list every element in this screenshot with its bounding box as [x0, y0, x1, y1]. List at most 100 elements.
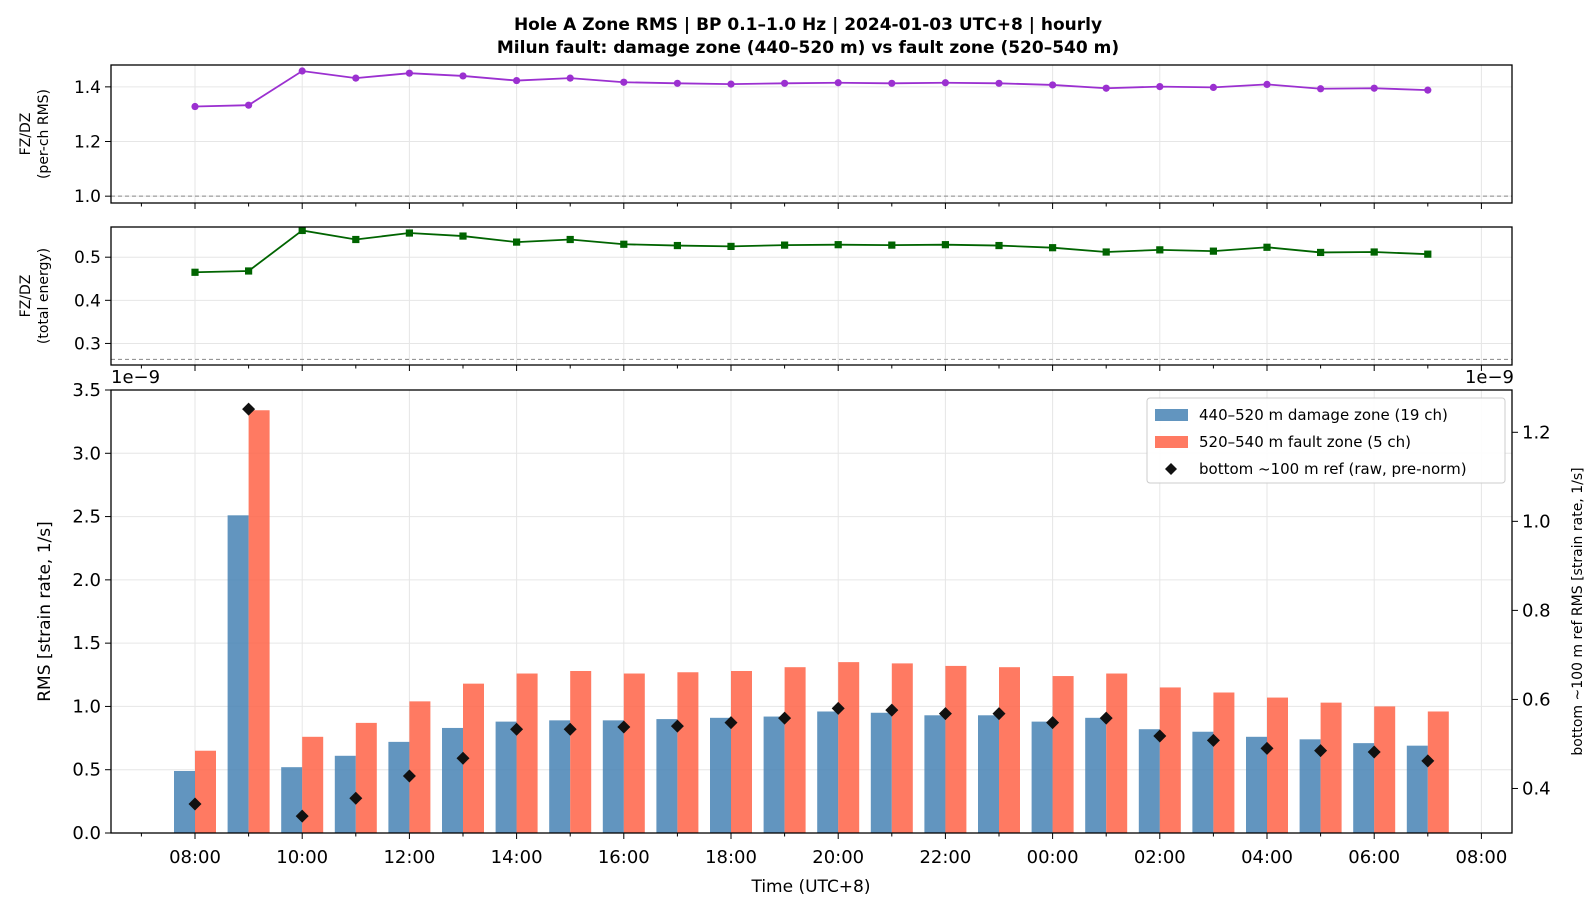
data-point: [191, 268, 199, 276]
y-offset-label: 1e−9: [111, 367, 160, 388]
y-axis-label: RMS [strain rate, 1/s]: [35, 521, 55, 702]
marker-bottom-ref: [1314, 744, 1328, 758]
marker-bottom-ref: [831, 701, 845, 715]
y-tick-label: 0.4: [74, 291, 101, 311]
axes-frame: [110, 226, 1513, 366]
marker-bottom-ref: [992, 707, 1006, 721]
legend-label: 520–540 m fault zone (5 ch): [1199, 433, 1411, 451]
y-tick-label: 1.2: [74, 133, 101, 153]
bar-damage-zone: [1299, 739, 1321, 833]
data-point: [1049, 244, 1057, 252]
bar-damage-zone: [978, 715, 999, 833]
data-point: [1209, 247, 1217, 255]
legend-swatch: [1155, 409, 1188, 421]
bar-fault-zone: [1267, 697, 1288, 833]
data-point: [673, 241, 681, 250]
bar-damage-zone: [710, 717, 731, 833]
legend: 440–520 m damage zone (19 ch) 520–540 m f…: [1146, 397, 1506, 484]
x-tick-label: 16:00: [598, 847, 650, 868]
marker-bottom-ref: [670, 719, 684, 733]
data-point: [352, 235, 360, 244]
data-point: [1317, 85, 1325, 93]
y2-axis-label: bottom ~100 m ref RMS [strain rate, 1/s]: [1570, 467, 1586, 755]
legend-swatch: [1155, 436, 1188, 448]
bar-damage-zone: [817, 711, 839, 833]
y-tick-label: 0.5: [74, 248, 101, 268]
data-point: [673, 79, 682, 87]
data-point: [459, 72, 467, 80]
marker-bottom-ref: [402, 769, 416, 783]
data-point: [245, 101, 253, 109]
data-point: [1424, 250, 1432, 258]
bar-fault-zone: [1106, 673, 1128, 833]
marker-bottom-ref: [778, 711, 792, 725]
y2-tick-label: 0.4: [1522, 778, 1551, 799]
y-tick-label: 3.5: [72, 380, 101, 401]
bar-fault-zone: [1374, 706, 1396, 833]
bar-damage-zone: [1192, 731, 1214, 833]
y-tick-label: 2.5: [72, 507, 101, 528]
bar-fault-zone: [999, 667, 1020, 833]
data-point: [620, 240, 628, 248]
bar-damage-zone: [174, 770, 195, 833]
x-tick-label: 14:00: [491, 847, 543, 868]
data-point: [1263, 80, 1271, 89]
bar-damage-zone: [1406, 745, 1428, 833]
marker-bottom-ref: [1260, 741, 1274, 755]
y-axis-label-sub: (per-ch RMS): [36, 89, 52, 179]
data-point: [513, 76, 521, 85]
marker-bottom-ref: [1421, 754, 1435, 768]
bar-fault-zone: [1320, 702, 1342, 833]
y2-offset-label: 1e−9: [1465, 367, 1514, 388]
data-point: [405, 229, 413, 237]
bar-fault-zone: [195, 750, 216, 833]
figure-title-line1: Hole A Zone RMS | BP 0.1–1.0 Hz | 2024-0…: [514, 15, 1102, 35]
axes-frame: [110, 64, 1513, 204]
bar-fault-zone: [945, 665, 967, 833]
y2-tick-label: 1.0: [1522, 511, 1551, 532]
marker-bottom-ref: [1046, 716, 1060, 730]
bar-fault-zone: [1213, 692, 1235, 833]
marker-bottom-ref: [563, 722, 577, 736]
data-point: [995, 79, 1003, 87]
data-point: [566, 235, 574, 244]
data-point: [781, 79, 789, 87]
panel-rms-ratio: 1.0 1.2 1.4 FZ/DZ (per-ch RMS): [18, 64, 1513, 209]
marker-bottom-ref: [1367, 745, 1381, 759]
y-axis-label: FZ/DZ: [18, 113, 34, 156]
data-point: [1102, 248, 1110, 256]
x-tick-label: 20:00: [812, 847, 864, 868]
bar-damage-zone: [388, 741, 410, 833]
y2-tick-label: 1.2: [1522, 422, 1551, 443]
y-axis-label-sub: (total energy): [36, 248, 52, 344]
data-point: [620, 78, 628, 86]
y-tick-label: 0.3: [74, 334, 101, 354]
data-point: [513, 238, 521, 246]
data-point: [1049, 81, 1057, 89]
marker-bottom-ref: [1153, 729, 1167, 743]
bar-damage-zone: [870, 712, 892, 833]
bar-fault-zone: [463, 683, 484, 833]
figure-title-line2: Milun fault: damage zone (440–520 m) vs …: [497, 38, 1119, 58]
marker-bottom-ref: [510, 722, 524, 736]
bar-damage-zone: [442, 727, 463, 833]
y-tick-label: 2.0: [72, 570, 101, 591]
marker-bottom-ref: [188, 797, 202, 811]
data-point: [1317, 248, 1325, 257]
bar-damage-zone: [924, 715, 946, 833]
y-tick-label: 1.4: [74, 78, 101, 98]
marker-bottom-ref: [242, 402, 256, 416]
y-tick-label: 3.0: [72, 443, 101, 464]
data-point: [834, 241, 842, 249]
marker-bottom-ref: [456, 751, 470, 765]
bar-fault-zone: [677, 672, 699, 833]
data-point: [888, 241, 896, 249]
x-tick-label: 12:00: [383, 847, 435, 868]
bar-damage-zone: [227, 515, 249, 833]
bar-fault-zone: [355, 722, 377, 833]
data-point: [834, 79, 842, 87]
data-point: [1370, 84, 1378, 92]
y-tick-label: 1.5: [72, 633, 101, 654]
series-line: [194, 70, 1428, 108]
